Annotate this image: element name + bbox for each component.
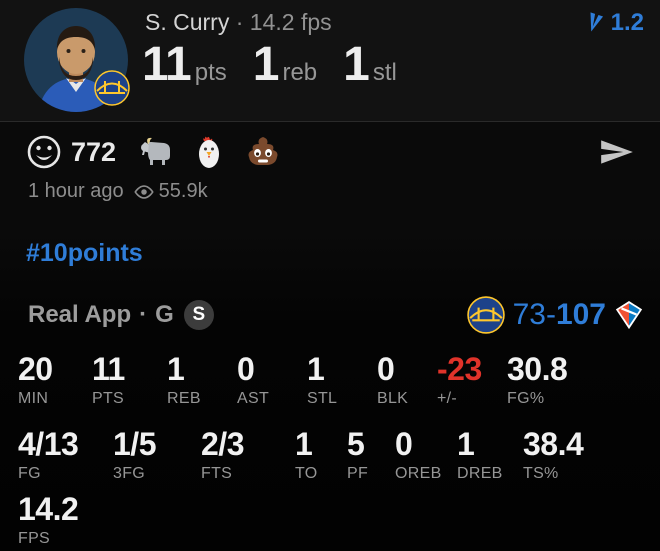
player-avatar[interactable] bbox=[24, 8, 130, 112]
rooster-emoji[interactable] bbox=[196, 135, 224, 169]
timestamp: 1 hour ago bbox=[28, 180, 124, 202]
stat-cell-fgpct: 30.8 FG% bbox=[507, 351, 568, 407]
stat-cell-3fg: 1/5 3FG bbox=[113, 426, 156, 482]
app-separator: · bbox=[139, 301, 148, 328]
goat-emoji-icon bbox=[141, 137, 171, 165]
view-counter: 55.9k bbox=[133, 180, 208, 203]
stat-cell-blk: 0 BLK bbox=[377, 351, 409, 407]
stats-row-3: 14.2 FPS bbox=[18, 491, 79, 548]
stat-cell-stl: 1 STL bbox=[307, 351, 338, 407]
score-home: 107 bbox=[555, 298, 606, 331]
rating-swish-icon bbox=[590, 12, 603, 32]
player-fps-label: 14.2 fps bbox=[249, 9, 332, 35]
big-stat-pts-unit: pts bbox=[194, 59, 227, 86]
poop-emoji-icon bbox=[248, 137, 278, 165]
player-rating: 1.2 bbox=[582, 9, 644, 37]
stat-cell-tspct: 38.4 TS% bbox=[523, 426, 584, 482]
game-score-link[interactable]: 73-107 bbox=[466, 296, 644, 334]
rating-value: 1.2 bbox=[610, 9, 644, 36]
stat-cell-fts: 2/3 FTS bbox=[201, 426, 244, 482]
hashtag-link[interactable]: #10points bbox=[26, 239, 143, 267]
player-header-card: S. Curry · 14.2 fps 11 pts 1 reb 1 stl 1… bbox=[0, 0, 660, 122]
view-count: 55.9k bbox=[158, 180, 208, 202]
reaction-count: 772 bbox=[71, 136, 117, 167]
player-name[interactable]: S. Curry bbox=[145, 9, 230, 35]
stat-cell-plusminus: -23 +/- bbox=[437, 351, 482, 407]
share-button[interactable] bbox=[598, 136, 636, 173]
title-separator: · bbox=[235, 9, 244, 35]
stat-cell-fg: 4/13 FG bbox=[18, 426, 79, 482]
big-stat-stl-value: 1 bbox=[343, 38, 370, 91]
app-name: Real App bbox=[28, 301, 132, 328]
stat-cell-to: 1 TO bbox=[295, 426, 318, 482]
g-label: G bbox=[155, 301, 174, 328]
goat-emoji[interactable] bbox=[138, 136, 174, 168]
stats-row-1: 20 MIN 11 PTS 1 REB 0 AST 1 STL 0 BLK -23 +/- 3… bbox=[18, 351, 568, 408]
stat-cell-pf: 5 PF bbox=[347, 426, 369, 482]
stat-cell-pts: 11 PTS bbox=[92, 351, 125, 407]
player-title-row: S. Curry · 14.2 fps bbox=[145, 9, 332, 36]
score-text: 73-107 bbox=[513, 298, 606, 332]
warriors-logo-badge bbox=[94, 70, 130, 106]
s-badge: S bbox=[183, 300, 214, 330]
rooster-emoji-icon bbox=[199, 136, 220, 168]
big-stats-row: 11 pts 1 reb 1 stl bbox=[142, 38, 397, 91]
stat-cell-fps: 14.2 FPS bbox=[18, 491, 79, 547]
reactions-row: 772 bbox=[26, 131, 280, 173]
stat-cell-oreb: 0 OREB bbox=[395, 426, 442, 482]
big-stat-reb-unit: reb bbox=[282, 59, 318, 86]
game-row: Real App · G S 73-107 bbox=[28, 296, 644, 334]
smiley-icon bbox=[27, 135, 61, 169]
big-stat-pts-value: 11 bbox=[142, 38, 192, 91]
big-stat-stl-unit: stl bbox=[372, 59, 397, 86]
send-icon bbox=[601, 140, 633, 164]
eye-icon bbox=[133, 184, 154, 199]
stat-cell-ast: 0 AST bbox=[237, 351, 270, 407]
stat-cell-reb: 1 REB bbox=[167, 351, 201, 407]
big-stat-reb-value: 1 bbox=[252, 38, 280, 91]
thunder-logo bbox=[615, 300, 643, 330]
score-away: 73- bbox=[512, 298, 556, 331]
reaction-counter[interactable]: 772 bbox=[26, 134, 116, 170]
stats-row-2: 4/13 FG 1/5 3FG 2/3 FTS 1 TO 5 PF 0 OREB 1 DREB… bbox=[18, 426, 584, 483]
post-meta-row: 1 hour ago 55.9k bbox=[28, 180, 208, 203]
stat-cell-min: 20 MIN bbox=[18, 351, 53, 407]
warriors-logo bbox=[466, 296, 505, 334]
stat-cell-dreb: 1 DREB bbox=[457, 426, 503, 482]
poop-emoji[interactable] bbox=[246, 136, 280, 168]
